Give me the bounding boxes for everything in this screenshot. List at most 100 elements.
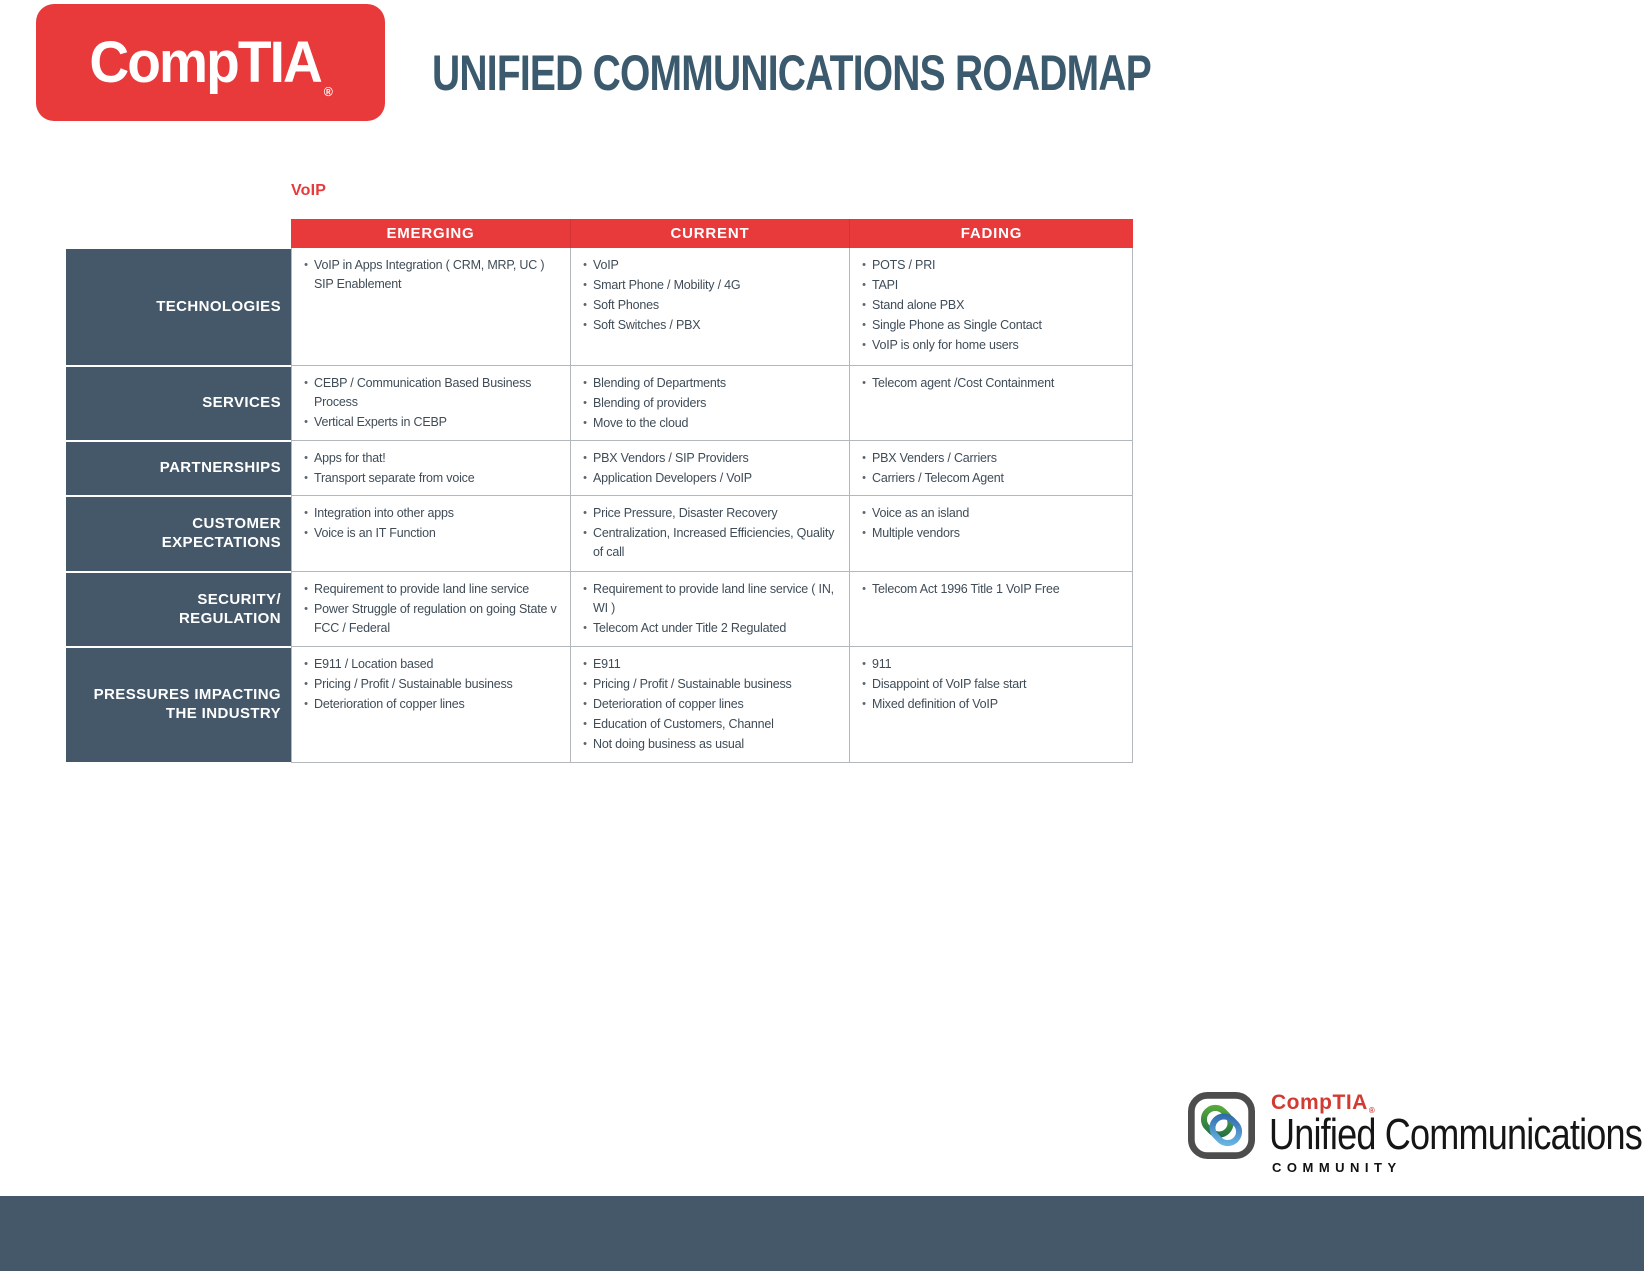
bullet-list: • E911 • Pricing / Profit / Sustainable bus…: [577, 655, 843, 754]
bullet-item: • Deterioration of copper lines: [577, 695, 843, 714]
bullet-icon: •: [583, 472, 587, 484]
bullet-item: • Apps for that!: [298, 449, 564, 468]
bullet-text: Integration into other apps: [314, 506, 454, 520]
table-row: CUSTOMER EXPECTATIONS • Integration into ot…: [66, 496, 1133, 572]
cell-fading: • PBX Venders / Carriers • Carriers / Telec…: [850, 441, 1133, 496]
bullet-icon: •: [583, 452, 587, 464]
bullet-item: • Disappoint of VoIP false start: [856, 675, 1126, 694]
bullet-text: Telecom Act under Title 2 Regulated: [593, 621, 787, 635]
topic-label: VoIP: [291, 182, 327, 199]
bullet-icon: •: [304, 698, 308, 710]
cell-emerging: • CEBP / Communication Based Business Pro…: [291, 366, 571, 441]
bottom-bar: [0, 1196, 1644, 1271]
row-label-line: TECHNOLOGIES: [156, 297, 281, 315]
bullet-text: 911: [872, 657, 892, 671]
table-header-row: EMERGING CURRENT FADING: [66, 219, 1133, 248]
bullet-list: • Integration into other apps • Voice is an…: [298, 504, 564, 543]
bullet-icon: •: [304, 452, 308, 464]
bullet-item: • POTS / PRI: [856, 256, 1126, 275]
bullet-item: • E911 / Location based: [298, 655, 564, 674]
row-label: SECURITY/REGULATION: [66, 573, 291, 646]
bullet-icon: •: [862, 279, 866, 291]
bullet-item: • Integration into other apps: [298, 504, 564, 523]
bullet-icon: •: [862, 452, 866, 464]
bullet-text: VoIP: [593, 258, 619, 272]
registered-mark-icon: ®: [324, 84, 333, 99]
bullet-text: VoIP is only for home users: [872, 338, 1019, 352]
bullet-text: Pricing / Profit / Sustainable business: [593, 677, 792, 691]
row-label-text: PARTNERSHIPS: [160, 459, 281, 478]
bullet-icon: •: [583, 299, 587, 311]
bullet-icon: •: [583, 259, 587, 271]
bullet-item: • Telecom agent /Cost Containment: [856, 374, 1126, 393]
bullet-text: Move to the cloud: [593, 416, 689, 430]
bullet-list: • Apps for that! • Transport separate from …: [298, 449, 564, 488]
community-brand-text: CompTIA: [1271, 1091, 1368, 1114]
cell-fading: • Voice as an island • Multiple vendors: [850, 496, 1133, 572]
bullet-item: • Soft Phones: [577, 296, 843, 315]
community-text-block: CompTIA® Unified Communications COMMUNIT…: [1269, 1092, 1644, 1175]
bullet-icon: •: [583, 678, 587, 690]
bullet-item: • Vertical Experts in CEBP: [298, 413, 564, 432]
row-label-text: TECHNOLOGIES: [156, 298, 281, 317]
bullet-text: Soft Switches / PBX: [593, 318, 701, 332]
bullet-icon: •: [304, 472, 308, 484]
row-label-line: REGULATION: [178, 609, 281, 627]
bullet-item: • Voice is an IT Function: [298, 524, 564, 543]
cell-current: • Blending of Departments • Blending of pro…: [571, 366, 850, 441]
bullet-icon: •: [304, 507, 308, 519]
bullet-item: • Smart Phone / Mobility / 4G: [577, 276, 843, 295]
table-row: PRESSURES IMPACTING THE INDUSTRY • E911 / L…: [66, 647, 1133, 763]
bullet-text: Mixed definition of VoIP: [872, 697, 998, 711]
bullet-item: • Carriers / Telecom Agent: [856, 469, 1126, 488]
bullet-text: E911: [593, 657, 621, 671]
community-subtitle: COMMUNITY: [1272, 1160, 1402, 1175]
bullet-list: • Telecom agent /Cost Containment: [856, 374, 1126, 393]
bullet-item: • Pricing / Profit / Sustainable business: [298, 675, 564, 694]
bullet-item: • VoIP is only for home users: [856, 336, 1126, 355]
table-row: PARTNERSHIPS • Apps for that! • Transport se…: [66, 441, 1133, 496]
bullet-text: Carriers / Telecom Agent: [872, 471, 1004, 485]
bullet-icon: •: [304, 678, 308, 690]
bullet-item: • Application Developers / VoIP: [577, 469, 843, 488]
bullet-list: • E911 / Location based • Pricing / Profit …: [298, 655, 564, 714]
bullet-icon: •: [583, 622, 587, 634]
bullet-item: • Telecom Act 1996 Title 1 VoIP Free: [856, 580, 1126, 599]
bullet-item: • CEBP / Communication Based Business Pro…: [298, 374, 564, 412]
bullet-text: Deterioration of copper lines: [593, 697, 744, 711]
row-label: PRESSURES IMPACTING THE INDUSTRY: [66, 648, 291, 762]
bullet-item: • E911: [577, 655, 843, 674]
cell-fading: • 911 • Disappoint of VoIP false start • Mixe…: [850, 647, 1133, 763]
bullet-text: Stand alone PBX: [872, 298, 965, 312]
bullet-item: • VoIP in Apps Integration ( CRM, MRP, UC…: [298, 256, 564, 294]
bullet-icon: •: [583, 698, 587, 710]
bullet-item: • Price Pressure, Disaster Recovery: [577, 504, 843, 523]
bullet-icon: •: [583, 738, 587, 750]
bullet-item: • Centralization, Increased Efficiencies,…: [577, 524, 843, 562]
bullet-text: Education of Customers, Channel: [593, 717, 774, 731]
bullet-text: Multiple vendors: [872, 526, 960, 540]
bullet-list: • VoIP • Smart Phone / Mobility / 4G • Soft P…: [577, 256, 843, 335]
bullet-item: • Pricing / Profit / Sustainable business: [577, 675, 843, 694]
row-label: CUSTOMER EXPECTATIONS: [66, 497, 291, 571]
bullet-icon: •: [583, 527, 587, 539]
table-row: SERVICES • CEBP / Communication Based Busi…: [66, 366, 1133, 441]
bullet-item: • Soft Switches / PBX: [577, 316, 843, 335]
bullet-text: Centralization, Increased Efficiencies, …: [593, 526, 835, 559]
bullet-text: CEBP / Communication Based Business Proc…: [314, 376, 532, 409]
bullet-item: • Voice as an island: [856, 504, 1126, 523]
bullet-icon: •: [583, 279, 587, 291]
bullet-icon: •: [862, 583, 866, 595]
bullet-item: • Mixed definition of VoIP: [856, 695, 1126, 714]
bullet-item: • 911: [856, 655, 1126, 674]
bullet-text: Requirement to provide land line service: [314, 582, 530, 596]
bullet-item: • Education of Customers, Channel: [577, 715, 843, 734]
bullet-icon: •: [862, 527, 866, 539]
row-label-line: EXPECTATIONS: [161, 534, 281, 551]
cell-current: • VoIP • Smart Phone / Mobility / 4G • Soft P…: [571, 248, 850, 366]
bullet-icon: •: [304, 416, 308, 428]
bullet-item: • VoIP: [577, 256, 843, 275]
row-label-line: CUSTOMER: [192, 515, 281, 533]
bullet-icon: •: [862, 698, 866, 710]
bullet-item: • PBX Venders / Carriers: [856, 449, 1126, 468]
